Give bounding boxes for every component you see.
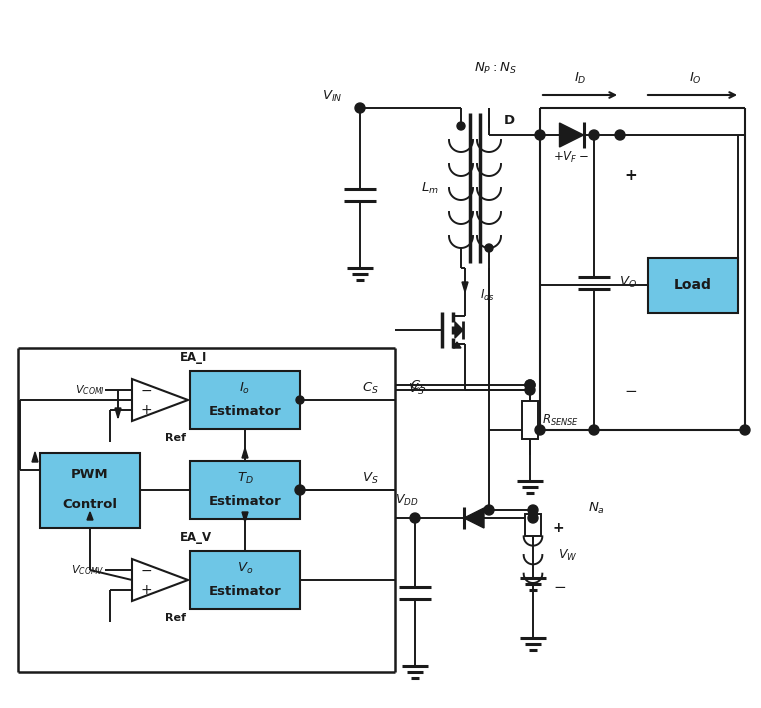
Polygon shape	[115, 408, 121, 418]
Text: $V_{IN}$: $V_{IN}$	[322, 88, 342, 103]
Text: Estimator: Estimator	[209, 495, 282, 508]
Polygon shape	[559, 123, 584, 147]
Text: +: +	[553, 521, 565, 535]
Polygon shape	[87, 512, 93, 520]
Text: $-$: $-$	[624, 382, 637, 397]
Text: Estimator: Estimator	[209, 405, 282, 418]
FancyBboxPatch shape	[522, 401, 538, 439]
Text: $V_O$: $V_O$	[619, 275, 637, 290]
Polygon shape	[464, 508, 484, 528]
Text: Ref: Ref	[165, 433, 186, 443]
Circle shape	[535, 425, 545, 435]
Text: $V_S$: $V_S$	[361, 470, 378, 486]
Polygon shape	[462, 282, 468, 292]
Circle shape	[485, 244, 493, 252]
Text: $C_S$: $C_S$	[410, 379, 427, 394]
Circle shape	[528, 505, 538, 515]
Text: $C_S$: $C_S$	[361, 380, 378, 396]
Text: $I_o$: $I_o$	[240, 381, 250, 396]
Text: EA_I: EA_I	[180, 351, 208, 365]
Text: $V_{DD}$: $V_{DD}$	[395, 493, 419, 508]
Text: +: +	[624, 168, 637, 183]
Circle shape	[525, 380, 535, 390]
Circle shape	[295, 485, 305, 495]
FancyBboxPatch shape	[190, 371, 300, 429]
Text: $V_o$: $V_o$	[237, 561, 253, 576]
Text: $I_{ds}$: $I_{ds}$	[480, 287, 495, 302]
Polygon shape	[455, 322, 463, 338]
FancyBboxPatch shape	[190, 551, 300, 609]
Text: $L_m$: $L_m$	[421, 181, 439, 195]
Polygon shape	[32, 452, 38, 462]
Polygon shape	[132, 559, 188, 601]
Text: $V_{COMI}$: $V_{COMI}$	[75, 383, 105, 397]
Text: $T_D$: $T_D$	[237, 471, 253, 486]
Circle shape	[457, 122, 465, 130]
Text: $-$: $-$	[140, 563, 152, 577]
Circle shape	[355, 103, 365, 113]
Text: Ref: Ref	[165, 613, 186, 623]
Circle shape	[528, 513, 538, 523]
Polygon shape	[453, 342, 461, 348]
FancyBboxPatch shape	[648, 258, 738, 312]
FancyBboxPatch shape	[525, 514, 541, 536]
Polygon shape	[242, 512, 248, 522]
Circle shape	[535, 130, 545, 140]
Circle shape	[484, 505, 494, 515]
Circle shape	[589, 425, 599, 435]
Text: D: D	[504, 115, 515, 127]
Circle shape	[615, 130, 625, 140]
Text: $+V_F-$: $+V_F-$	[553, 149, 589, 164]
Text: $+$: $+$	[140, 583, 152, 597]
Circle shape	[589, 130, 599, 140]
Circle shape	[410, 513, 420, 523]
Text: $V_S$: $V_S$	[408, 382, 425, 396]
Text: $+$: $+$	[140, 403, 152, 417]
Polygon shape	[242, 448, 248, 458]
FancyBboxPatch shape	[40, 452, 140, 527]
Text: $-$: $-$	[553, 578, 566, 593]
Circle shape	[740, 425, 750, 435]
Text: $-$: $-$	[140, 383, 152, 397]
Text: $V_W$: $V_W$	[558, 547, 578, 563]
Text: Load: Load	[674, 278, 712, 292]
Text: Control: Control	[62, 498, 117, 511]
FancyBboxPatch shape	[190, 461, 300, 519]
Text: PWM: PWM	[72, 469, 109, 481]
Text: $N_P : N_S$: $N_P : N_S$	[473, 60, 517, 76]
Circle shape	[525, 380, 535, 390]
Text: $I_O$: $I_O$	[689, 71, 702, 86]
Text: EA_V: EA_V	[180, 532, 212, 544]
Text: $N_a$: $N_a$	[588, 501, 605, 515]
Polygon shape	[132, 379, 188, 421]
Circle shape	[525, 385, 535, 395]
Text: $R_{SENSE}$: $R_{SENSE}$	[542, 413, 579, 428]
Text: Estimator: Estimator	[209, 585, 282, 598]
Circle shape	[296, 396, 304, 404]
Text: $V_{COMV}$: $V_{COMV}$	[72, 563, 105, 577]
Text: $I_D$: $I_D$	[574, 71, 586, 86]
